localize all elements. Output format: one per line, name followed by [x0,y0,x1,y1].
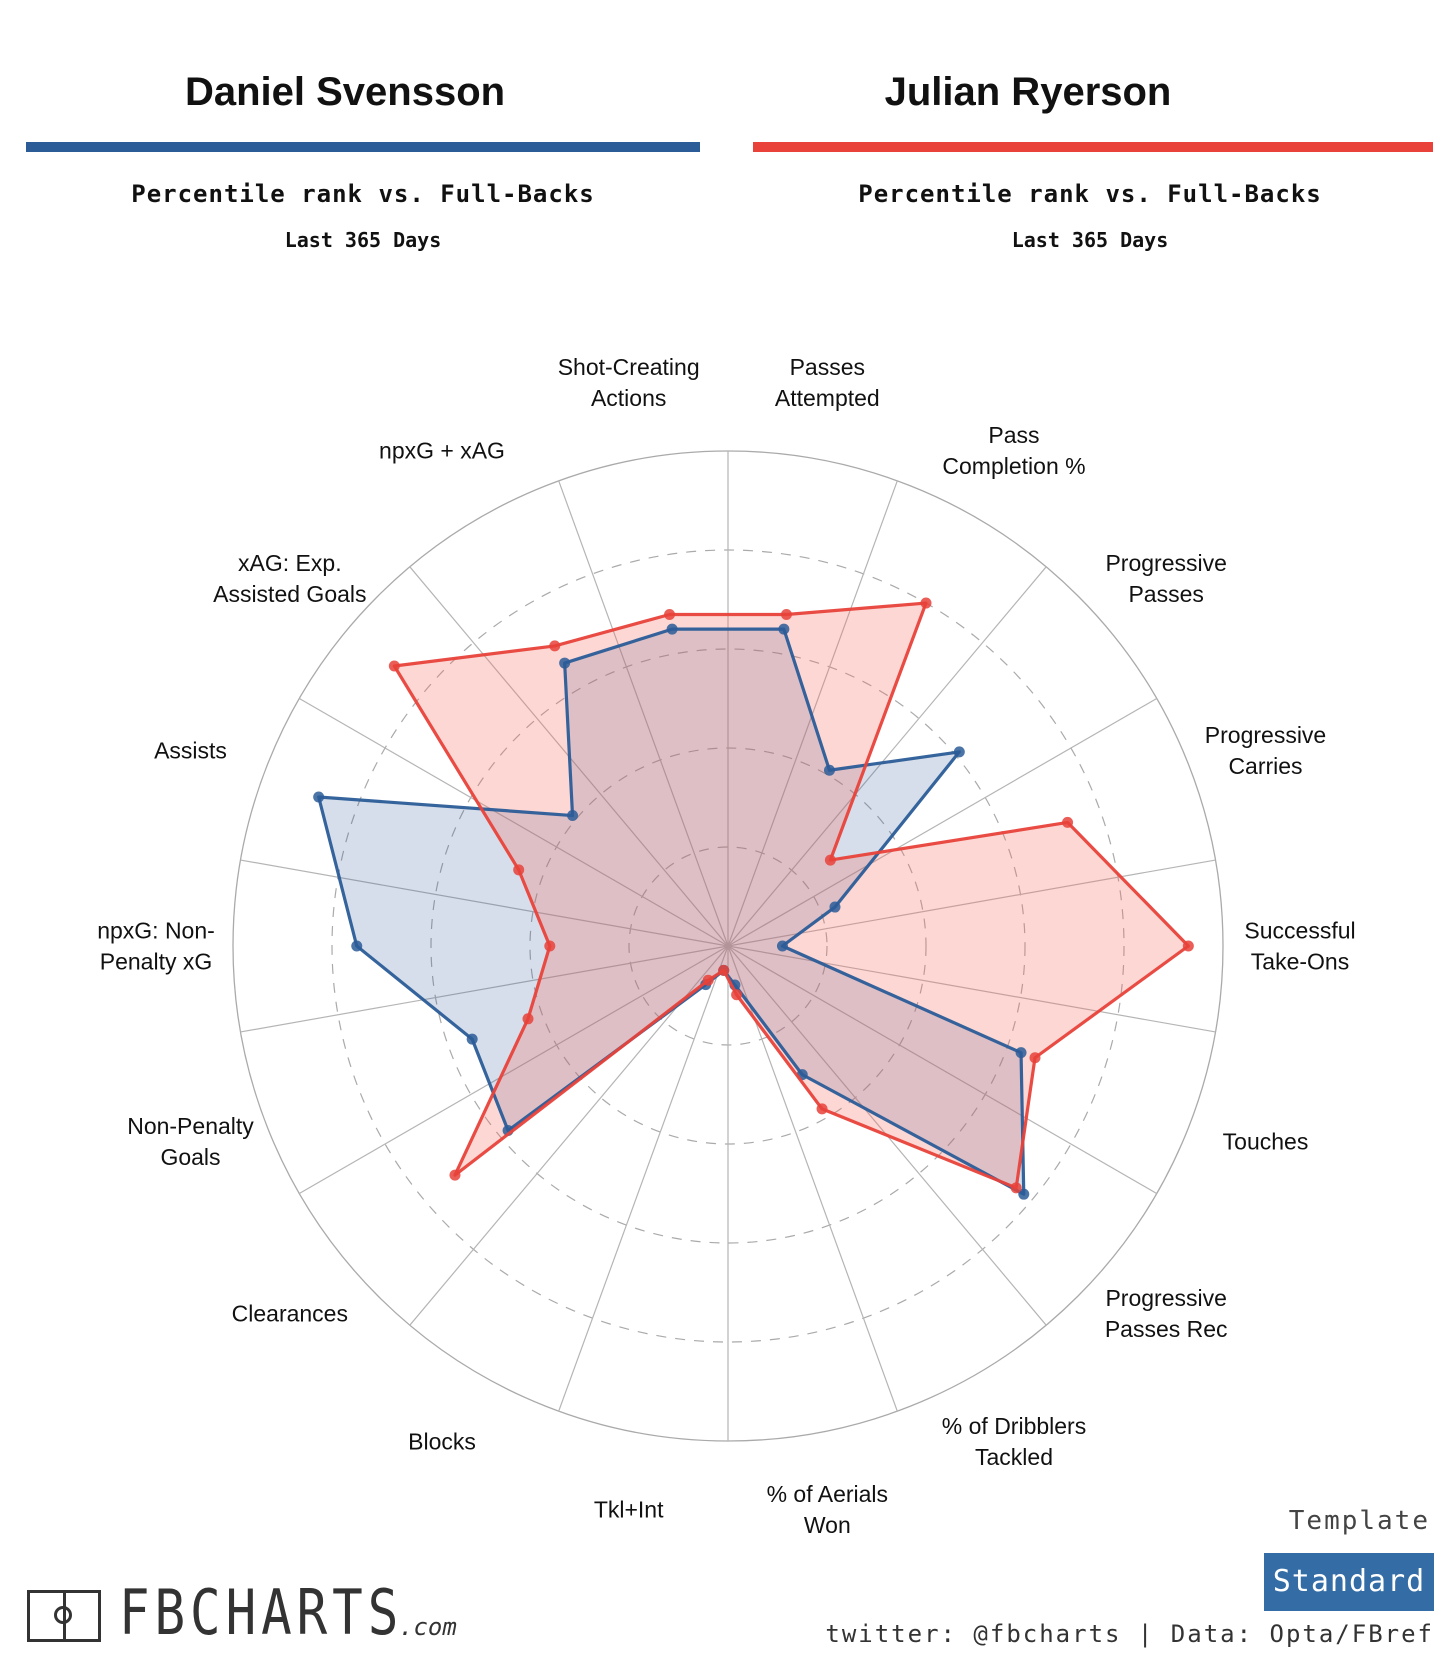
radar-spoke [558,480,729,947]
series-2-point-9 [718,964,730,976]
radar-spoke [240,945,729,1033]
series-1-point-17 [666,623,678,635]
series-2-point-5 [1029,1052,1041,1064]
series-2-point-16 [549,640,561,652]
series-1-point-4 [776,940,788,952]
series-area-2 [394,603,1189,1188]
series-1-point-2 [953,746,965,758]
radar-spoke [299,697,729,947]
category-label-8: % of Aerials Won [767,1481,888,1538]
player-2-name: Julian Ryerson [884,70,1172,114]
category-label-11: Clearances [232,1301,348,1327]
series-2-point-14 [513,864,525,876]
series-2-point-13 [544,940,556,952]
player-1-color-bar [26,142,700,152]
series-2-point-15 [388,660,400,672]
player-2-subtitle: Percentile rank vs. Full-Backs [858,180,1322,208]
series-2-point-10 [702,974,714,986]
series-1-point-5 [1015,1047,1027,1059]
series-2-point-0 [780,609,792,621]
radar-spoke [727,945,1216,1033]
category-label-14: Assists [154,737,227,763]
series-1-point-13 [351,940,363,952]
player-1-subtitle: Percentile rank vs. Full-Backs [131,180,595,208]
series-1-point-3 [829,901,841,913]
radar-spoke [727,697,1157,947]
category-label-3: Progressive Carries [1205,722,1326,779]
series-2-point-2 [824,854,836,866]
category-label-0: Passes Attempted [775,354,880,411]
credits: twitter: @fbcharts | Data: Opta/FBref [825,1620,1434,1648]
category-label-10: Blocks [408,1428,476,1454]
series-1-point-16 [559,657,571,669]
series-2-point-7 [816,1103,828,1115]
category-label-13: npxG: Non-Penalty xG [97,918,215,975]
series-1-point-14 [313,791,325,803]
category-label-1: Pass Completion % [942,422,1085,479]
logo-domain: .com [399,1613,457,1641]
category-label-16: npxG + xAG [379,438,505,464]
series-2-point-6 [1010,1182,1022,1194]
radar-spoke [299,945,729,1195]
series-1-point-6 [1018,1188,1030,1200]
series-2-point-3 [1062,816,1074,828]
template-label: Template [1288,1506,1430,1536]
series-2-point-17 [664,609,676,621]
radar-spoke [240,859,729,947]
category-label-2: Progressive Passes [1105,550,1226,607]
fbcharts-logo: FBCHARTS .com [27,1576,466,1649]
series-1-point-12 [466,1033,478,1045]
radar-spoke [727,945,1157,1195]
category-label-7: % of Dribblers Tackled [942,1413,1086,1470]
category-label-15: xAG: Exp. Assisted Goals [213,550,366,607]
player-2-period: Last 365 Days [1011,228,1169,252]
series-1-point-0 [778,623,790,635]
series-area-1 [318,629,1024,1195]
player-1-period: Last 365 Days [284,228,442,252]
series-2-point-1 [920,597,932,609]
series-2-point-12 [522,1013,534,1025]
template-standard-button[interactable]: Standard [1264,1553,1434,1611]
radar-spoke [558,945,729,1412]
series-2-point-4 [1182,940,1194,952]
category-label-12: Non-Penalty Goals [127,1113,254,1170]
series-2-point-11 [449,1169,461,1181]
logo-text: FBCHARTS [119,1576,404,1649]
player-1-name: Daniel Svensson [184,70,506,114]
series-1-point-1 [823,764,835,776]
radar-spoke [727,859,1216,947]
radar-ring-60 [430,648,1026,1244]
player-2-color-bar [753,142,1433,152]
category-label-5: Touches [1223,1129,1309,1155]
series-2-point-8 [731,989,743,1001]
pitch-icon [27,1590,101,1642]
radar-spoke [727,566,1047,947]
series-1-point-15 [567,810,579,822]
category-label-17: Shot-Creating Actions [558,354,700,411]
category-label-6: Progressive Passes Rec [1105,1285,1228,1342]
category-label-9: Tkl+Int [594,1496,664,1522]
category-label-4: Successful Take-Ons [1244,918,1355,975]
